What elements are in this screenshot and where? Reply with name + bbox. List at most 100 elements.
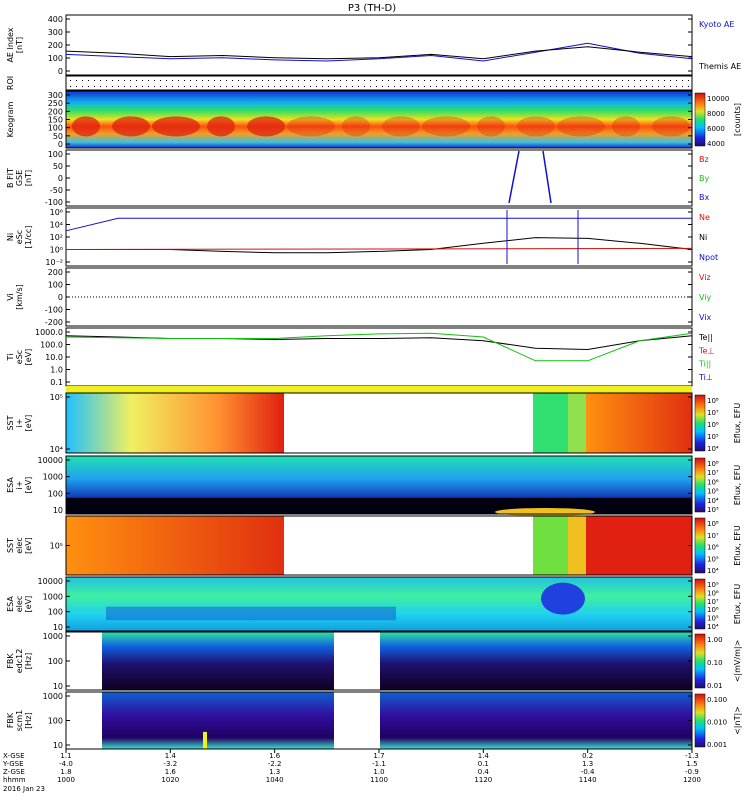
roi-dot (160, 86, 161, 87)
roi-dot (322, 80, 323, 81)
fbk_b-ylabel: [Hz] (24, 712, 33, 728)
bfit-legend-by: By (699, 174, 709, 183)
colorbar-tick-label: 10⁶ (707, 544, 719, 552)
panel-roi: ROI (6, 75, 693, 91)
roi-dot (148, 80, 149, 81)
x-tick-label: 1000 (57, 776, 75, 784)
roi-dot (352, 80, 353, 81)
colorbar-tick-label: 6000 (707, 125, 725, 133)
roi-dot (658, 80, 659, 81)
ti-par-line (65, 332, 693, 362)
fbk_b-ylabel: scm1 (15, 710, 24, 731)
keogram-blob (612, 116, 640, 137)
colorbar-tick-label: 10⁷ (707, 598, 719, 606)
x-axis: X-GSEY-GSEZ-GSEhhmm1.1-4.01.810001.4-3.2… (2, 749, 701, 793)
roi-dot (490, 80, 491, 81)
colorbar-tick-label: 8000 (707, 110, 725, 118)
roi-dot (226, 80, 227, 81)
roi-dot (568, 80, 569, 81)
roi-dot (358, 86, 359, 87)
bfit-ylabel: [nT] (24, 170, 33, 186)
ti-ylabel: eSc (15, 350, 24, 364)
x-tick-label: 0.1 (478, 760, 489, 768)
fbk_e-ylabel: edc12 (15, 649, 24, 674)
roi-dot (196, 86, 197, 87)
x-tick-label: 1.3 (582, 760, 593, 768)
roi-dot (322, 86, 323, 87)
colorbar-tick-label: 0.100 (707, 696, 727, 704)
roi-dot (550, 80, 551, 81)
esa-e-spectrogram (66, 577, 692, 631)
roi-dot (544, 80, 545, 81)
roi-dot (670, 86, 671, 87)
x-tick-label: 0.2 (582, 752, 593, 760)
roi-dot (292, 80, 293, 81)
sst-i-band-yellow (568, 393, 586, 453)
keogram-blob (247, 116, 285, 137)
roi-dot (496, 86, 497, 87)
sst_e-ylabel: SST (6, 538, 15, 553)
roi-dot (178, 80, 179, 81)
npot-line (65, 217, 692, 232)
ne-line (65, 247, 693, 250)
colorbar-tick-label: 0.10 (707, 659, 723, 667)
roi-dot (400, 80, 401, 81)
roi-dot (466, 80, 467, 81)
roi-dot (472, 86, 473, 87)
bfit-ylabel: GSE (15, 170, 24, 186)
roi-dot (70, 80, 71, 81)
roi-dot (454, 80, 455, 81)
roi-dot (478, 86, 479, 87)
fbk_e-colorbar-unit: <|mV/m|> (733, 640, 742, 683)
roi-dot (172, 80, 173, 81)
roi-dot (388, 86, 389, 87)
y-tick-label: 100 (48, 281, 63, 290)
themis-ae-line (65, 46, 693, 60)
y-tick-label: 250 (48, 99, 63, 108)
roi-dot (142, 86, 143, 87)
roi-dot (568, 86, 569, 87)
colorbar-tick-label: 10⁵ (707, 555, 719, 563)
y-tick-label: 100 (48, 608, 63, 617)
x-tick-label: 1.8 (60, 768, 71, 776)
roi-dot (190, 80, 191, 81)
colorbar-tick-label: 10⁸ (707, 397, 719, 405)
bx-trace (542, 150, 552, 204)
colorbar-tick-label: 10000 (707, 95, 729, 103)
sst_i-frame (65, 392, 693, 454)
plot-title: P3 (TH-D) (348, 3, 396, 14)
panel-ae: 400 300 200 100 0 AE Index [nT] Kyoto AE Themis … (6, 14, 741, 76)
roi-dot (244, 86, 245, 87)
roi-dot (214, 80, 215, 81)
vi-legend-viy: Viy (699, 293, 712, 302)
roi-dot (190, 86, 191, 87)
esa_e-colorbar-unit: Eflux, EFU (733, 584, 742, 625)
roi-dot (76, 86, 77, 87)
keogram-blob (422, 116, 470, 137)
roi-dot (268, 86, 269, 87)
x-tick-label: 1140 (579, 776, 597, 784)
ae-legend-themis ae: Themis AE (698, 62, 741, 71)
y-tick-label: 10000 (38, 456, 63, 465)
y-tick-label: 200 (48, 268, 63, 277)
roi-dot (238, 86, 239, 87)
y-tick-label: 300 (48, 91, 63, 100)
y-tick-label: 1.0 (50, 366, 63, 375)
roi-dot (652, 86, 653, 87)
y-tick-label: 100 (48, 717, 63, 726)
colorbar-tick-label: 0.010 (707, 719, 727, 727)
bfit-frame (65, 149, 693, 207)
roi-dot (610, 80, 611, 81)
x-tick-label: 1.7 (373, 752, 384, 760)
roi-dot (412, 86, 413, 87)
roi-dot (634, 86, 635, 87)
roi-dot (70, 86, 71, 87)
roi-dot (616, 80, 617, 81)
y-tick-label: 100 (48, 150, 63, 159)
colorbar-tick-label: 10⁸ (707, 520, 719, 528)
roi-frame (65, 75, 693, 91)
fbk_e-ylabel: [Hz] (24, 653, 33, 669)
y-tick-label: 100 (48, 489, 63, 498)
